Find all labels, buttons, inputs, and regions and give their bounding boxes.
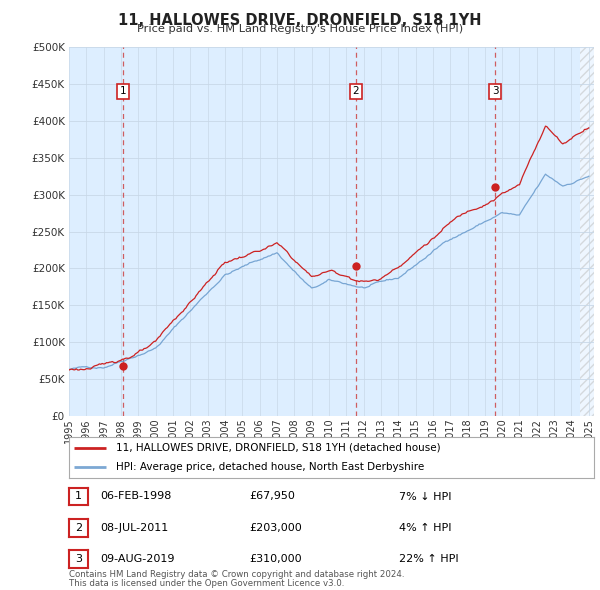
Text: 06-FEB-1998: 06-FEB-1998 bbox=[100, 491, 172, 502]
Text: 1: 1 bbox=[75, 491, 82, 502]
Text: 3: 3 bbox=[492, 87, 499, 96]
Text: 4% ↑ HPI: 4% ↑ HPI bbox=[399, 523, 452, 533]
Text: 09-AUG-2019: 09-AUG-2019 bbox=[100, 554, 175, 564]
Text: £203,000: £203,000 bbox=[249, 523, 302, 533]
Text: 1: 1 bbox=[119, 87, 126, 96]
Text: 22% ↑ HPI: 22% ↑ HPI bbox=[399, 554, 458, 564]
Text: 2: 2 bbox=[75, 523, 82, 533]
Text: HPI: Average price, detached house, North East Derbyshire: HPI: Average price, detached house, Nort… bbox=[116, 462, 425, 472]
Text: 11, HALLOWES DRIVE, DRONFIELD, S18 1YH: 11, HALLOWES DRIVE, DRONFIELD, S18 1YH bbox=[118, 13, 482, 28]
Bar bbox=[580, 47, 594, 416]
Text: Price paid vs. HM Land Registry's House Price Index (HPI): Price paid vs. HM Land Registry's House … bbox=[137, 24, 463, 34]
Text: £310,000: £310,000 bbox=[249, 554, 302, 564]
Text: 3: 3 bbox=[75, 554, 82, 564]
Text: 7% ↓ HPI: 7% ↓ HPI bbox=[399, 491, 452, 502]
Text: Contains HM Land Registry data © Crown copyright and database right 2024.: Contains HM Land Registry data © Crown c… bbox=[69, 571, 404, 579]
Text: 11, HALLOWES DRIVE, DRONFIELD, S18 1YH (detached house): 11, HALLOWES DRIVE, DRONFIELD, S18 1YH (… bbox=[116, 442, 441, 453]
Text: 08-JUL-2011: 08-JUL-2011 bbox=[100, 523, 169, 533]
Text: £67,950: £67,950 bbox=[249, 491, 295, 502]
Text: 2: 2 bbox=[352, 87, 359, 96]
Text: This data is licensed under the Open Government Licence v3.0.: This data is licensed under the Open Gov… bbox=[69, 579, 344, 588]
